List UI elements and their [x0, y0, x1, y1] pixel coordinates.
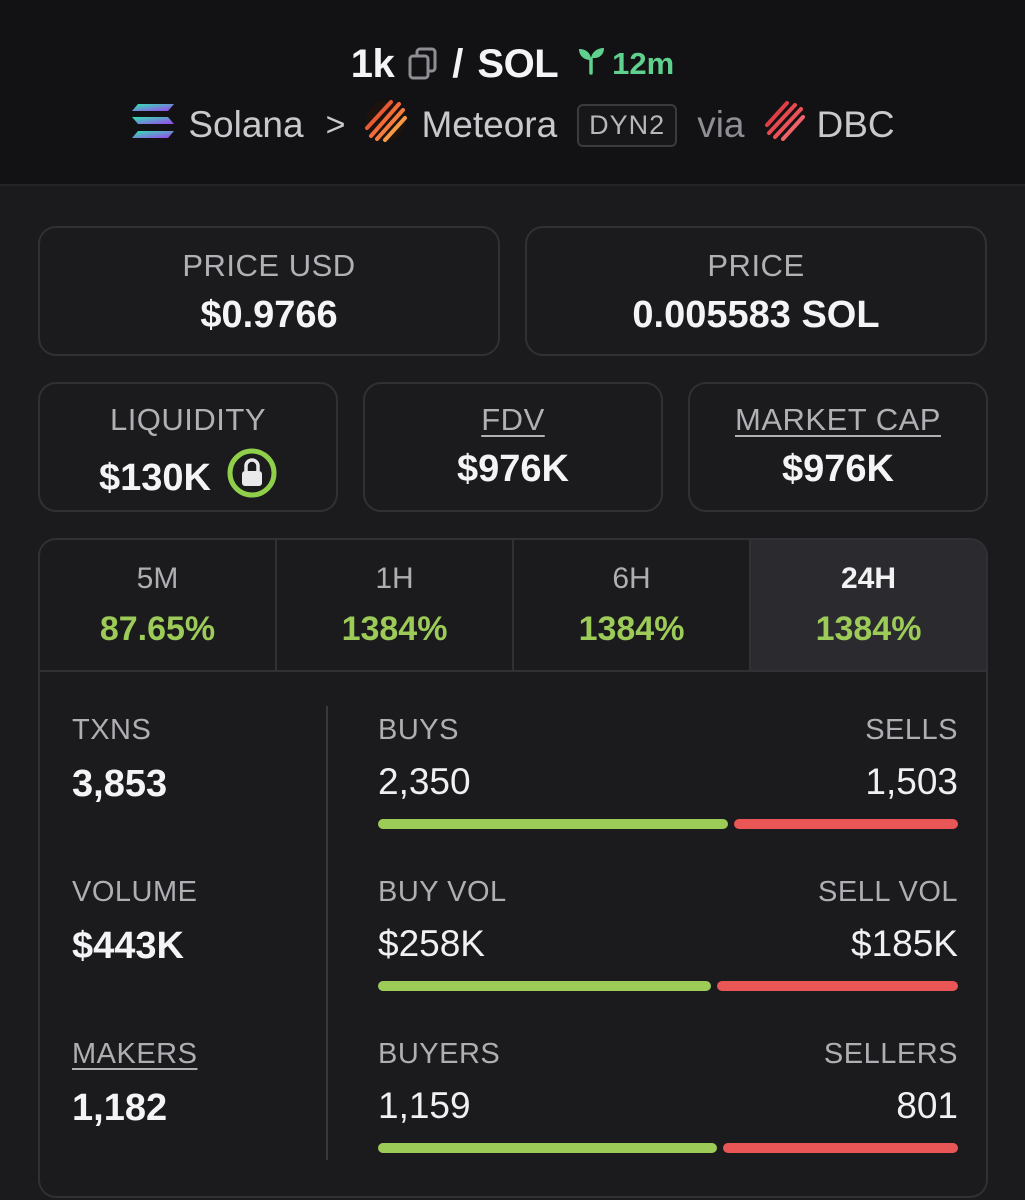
copy-icon[interactable] — [408, 47, 438, 81]
market-cap-label[interactable]: MARKET CAP — [735, 402, 941, 437]
buys-label: BUYS — [378, 714, 459, 746]
solana-logo-icon — [130, 102, 176, 149]
sell-vol-value: $185K — [851, 923, 958, 964]
pair-header: 1k / SOL 12m — [0, 0, 1025, 186]
quote-symbol: SOL — [477, 41, 559, 86]
via-label: via — [697, 104, 745, 145]
dex-link[interactable]: Meteora — [363, 98, 557, 153]
sellers-bar — [723, 1143, 958, 1153]
seedling-icon — [576, 45, 606, 83]
fdv-value: $976K — [457, 448, 569, 490]
volume-stat: VOLUME $443K — [72, 876, 197, 968]
pair-age: 12m — [576, 45, 674, 83]
txns-value: 3,853 — [72, 763, 168, 805]
price-usd-card: PRICE USD $0.9766 — [38, 226, 500, 356]
volume-value: $443K — [72, 925, 184, 967]
makers-label[interactable]: MAKERS — [72, 1038, 198, 1070]
timeframe-tabs: 5M 87.65% 1H 1384% 6H 1384% 24H 1384% — [38, 538, 988, 672]
dex-version-badge: DYN2 — [577, 103, 678, 147]
buyers-value: 1,159 — [378, 1085, 471, 1126]
stats-panel: TXNS 3,853 VOLUME $443K MAKERS 1,182 BUY… — [38, 670, 988, 1198]
buys-sells-stat: BUYS SELLS 2,350 1,503 — [378, 714, 958, 834]
price-native-value: 0.005583 SOL — [632, 294, 880, 336]
token-symbol: 1k — [350, 41, 395, 86]
sells-bar — [734, 819, 958, 829]
meteora-logo-icon — [363, 98, 409, 153]
buys-value: 2,350 — [378, 761, 471, 802]
breadcrumb: Solana > Meteora DYN2 via — [0, 98, 1025, 152]
sell-vol-label: SELL VOL — [818, 876, 958, 908]
tab-change: 87.65% — [99, 610, 216, 648]
tab-label: 6H — [612, 562, 651, 595]
price-native-label: PRICE — [707, 248, 805, 283]
buyers-sellers-stat: BUYERS SELLERS 1,159 801 — [378, 1038, 958, 1158]
pair-separator: / — [452, 41, 464, 86]
price-native-card: PRICE 0.005583 SOL — [525, 226, 987, 356]
tab-change: 1384% — [578, 610, 685, 648]
tab-change: 1384% — [341, 610, 448, 648]
chain-name: Solana — [188, 104, 304, 145]
buys-bar — [378, 819, 728, 829]
buy-vol-value: $258K — [378, 923, 485, 964]
sells-value: 1,503 — [865, 761, 958, 802]
sellers-label: SELLERS — [823, 1038, 958, 1070]
liquidity-value: $130K — [99, 456, 211, 499]
sell-vol-bar — [717, 981, 958, 991]
launchpad-name: DBC — [816, 104, 895, 145]
txns-label: TXNS — [72, 714, 152, 746]
tab-label: 1H — [375, 562, 414, 595]
liquidity-label: LIQUIDITY — [109, 402, 267, 437]
tab-label: 5M — [136, 562, 179, 595]
fdv-label[interactable]: FDV — [481, 402, 545, 437]
tab-change: 1384% — [815, 610, 922, 648]
tab-1h[interactable]: 1H 1384% — [277, 540, 514, 670]
makers-stat: MAKERS 1,182 — [72, 1038, 197, 1130]
fdv-card[interactable]: FDV $976K — [363, 382, 663, 512]
market-cap-value: $976K — [782, 448, 894, 490]
stats-divider — [326, 706, 328, 1160]
dex-name: Meteora — [421, 104, 558, 145]
market-cap-card[interactable]: MARKET CAP $976K — [688, 382, 988, 512]
pair-age-value: 12m — [612, 46, 675, 81]
price-usd-label: PRICE USD — [182, 248, 356, 283]
chevron-right-icon: > — [325, 105, 346, 144]
dbc-logo-icon — [764, 100, 805, 150]
lock-icon[interactable] — [227, 448, 277, 508]
txns-stat: TXNS 3,853 — [72, 714, 167, 806]
sellers-value: 801 — [896, 1085, 958, 1126]
tab-24h[interactable]: 24H 1384% — [751, 540, 986, 670]
volume-split-stat: BUY VOL SELL VOL $258K $185K — [378, 876, 958, 996]
pair-title-row: 1k / SOL 12m — [0, 38, 1025, 90]
chain-link[interactable]: Solana — [130, 102, 304, 149]
tab-5m[interactable]: 5M 87.65% — [40, 540, 277, 670]
buyers-bar — [378, 1143, 717, 1153]
tab-label: 24H — [840, 562, 897, 595]
volume-label: VOLUME — [72, 876, 198, 908]
buy-vol-bar — [378, 981, 711, 991]
buyers-label: BUYERS — [378, 1038, 501, 1070]
tab-6h[interactable]: 6H 1384% — [514, 540, 751, 670]
liquidity-value-row: $130K — [40, 448, 336, 508]
sells-label: SELLS — [865, 714, 958, 746]
buy-vol-label: BUY VOL — [378, 876, 507, 908]
launchpad-link[interactable]: DBC — [764, 100, 895, 150]
price-usd-value: $0.9766 — [200, 294, 338, 336]
makers-value: 1,182 — [72, 1087, 168, 1129]
liquidity-card: LIQUIDITY $130K — [38, 382, 338, 512]
